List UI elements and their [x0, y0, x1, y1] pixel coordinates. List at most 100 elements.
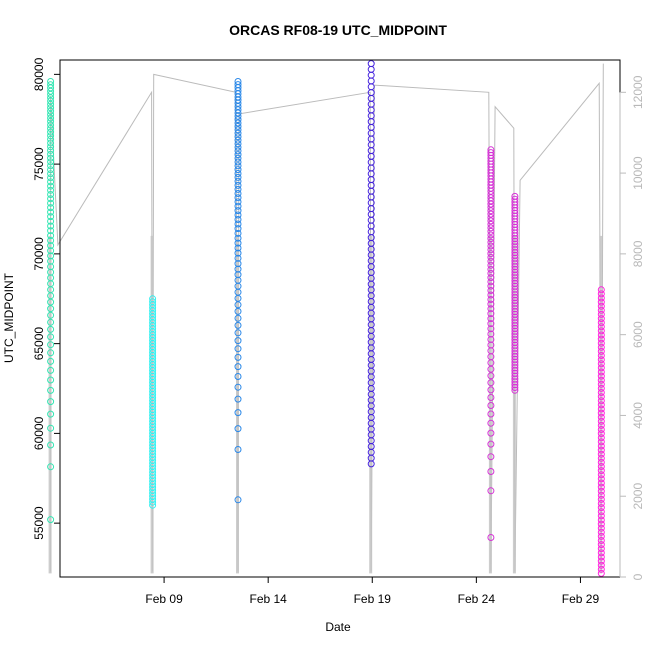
- data-point-rf08-38: [47, 195, 55, 203]
- data-point-rf08-50: [47, 146, 55, 154]
- data-point-rf10-8: [234, 363, 242, 371]
- data-point-rf10-5: [234, 395, 242, 403]
- data-point-rf08-15: [47, 318, 55, 326]
- data-point-rf11-69: [367, 65, 375, 73]
- data-point-rf10-44: [234, 166, 242, 174]
- data-point-rf10-46: [234, 158, 242, 166]
- data-point-rf12-33: [487, 269, 495, 277]
- data-point-rf08-37: [47, 199, 55, 207]
- data-point-rf08-31: [47, 227, 55, 235]
- data-point-rf14-9: [597, 537, 605, 544]
- data-point-rf10-36: [234, 198, 242, 206]
- data-point-rf12-43: [487, 231, 495, 239]
- data-point-rf11-61: [367, 112, 375, 120]
- data-point-rf14-36: [597, 426, 605, 433]
- data-point-rf08-40: [47, 186, 55, 194]
- data-point-rf14-31: [597, 446, 605, 454]
- data-point-rf12-4: [487, 453, 495, 461]
- data-point-rf08-47: [47, 158, 55, 166]
- data-point-rf08-32: [47, 222, 55, 230]
- data-point-rf10-37: [234, 194, 242, 202]
- data-point-rf12-8: [487, 410, 495, 418]
- data-point-rf10-35: [234, 202, 242, 210]
- data-point-rf08-56: [47, 125, 55, 132]
- data-point-rf08-33: [47, 217, 55, 225]
- y2-tick-label-4: 6000: [631, 321, 645, 348]
- data-point-rf14-30: [597, 450, 605, 458]
- data-point-rf12-48: [487, 214, 495, 221]
- data-point-rf11-54: [367, 152, 375, 160]
- data-point-rf12-22: [487, 320, 495, 328]
- data-point-rf11-55: [367, 147, 375, 155]
- data-point-rf08-30: [47, 232, 55, 240]
- data-point-rf12-30: [487, 282, 495, 290]
- data-point-rf14-5: [597, 553, 605, 561]
- data-point-rf08-11: [47, 349, 55, 357]
- data-point-rf11-68: [367, 71, 375, 79]
- data-point-rf14-55: [597, 347, 605, 355]
- data-point-rf10-4: [234, 409, 242, 417]
- y2-tick-label-7: 12000: [631, 75, 645, 109]
- data-point-rf10-2: [234, 446, 242, 453]
- data-point-rf10-56: [234, 122, 242, 130]
- data-point-rf11-59: [367, 123, 375, 131]
- data-point-rf14-57: [597, 339, 605, 347]
- y-tick-label-6: 80000: [32, 57, 46, 91]
- data-point-rf08-9: [47, 366, 55, 374]
- secondary-band-4: [369, 235, 373, 574]
- data-point-rf08-10: [47, 357, 55, 365]
- data-point-rf08-58: [47, 117, 55, 125]
- data-point-rf12-35: [487, 261, 495, 269]
- data-point-rf12-41: [487, 238, 495, 246]
- data-point-rf10-55: [234, 126, 242, 134]
- data-point-rf10-54: [234, 129, 242, 137]
- data-point-rf14-18: [597, 500, 605, 507]
- data-point-rf14-39: [597, 413, 605, 421]
- data-point-rf12-31: [487, 278, 495, 286]
- data-point-rf10-47: [234, 154, 242, 162]
- data-point-rf14-11: [597, 528, 605, 536]
- x-axis-label: Date: [325, 620, 351, 634]
- data-point-rf14-64: [597, 310, 605, 318]
- data-point-rf10-69: [234, 81, 242, 89]
- y-axis-label: UTC_MIDPOINT: [2, 272, 16, 363]
- data-point-rf08-51: [47, 143, 55, 151]
- data-point-rf10-50: [234, 143, 242, 151]
- data-point-rf14-34: [597, 434, 605, 442]
- secondary-band-6: [512, 235, 516, 574]
- data-point-rf12-29: [487, 287, 495, 294]
- data-point-rf08-4: [47, 424, 55, 432]
- data-point-rf14-59: [597, 331, 605, 339]
- data-point-rf14-14: [597, 516, 605, 524]
- data-point-rf12-25: [487, 305, 495, 313]
- data-point-rf08-36: [47, 204, 55, 212]
- data-point-rf10-12: [234, 329, 242, 337]
- data-point-rf10-70: [234, 78, 242, 85]
- data-point-rf14-22: [597, 483, 605, 491]
- data-point-rf12-47: [487, 217, 495, 225]
- data-point-rf08-55: [47, 128, 55, 136]
- data-point-rf08-26: [47, 252, 55, 260]
- data-point-rf14-40: [597, 409, 605, 417]
- data-point-rf14-60: [597, 327, 605, 335]
- data-point-rf14-53: [597, 356, 605, 364]
- data-point-rf08-27: [47, 247, 55, 255]
- data-point-rf10-52: [234, 136, 242, 144]
- secondary-line: [50, 63, 604, 572]
- data-point-rf14-20: [597, 491, 605, 499]
- data-point-rf10-25: [234, 249, 242, 257]
- data-point-rf12-26: [487, 300, 495, 308]
- data-point-rf12-42: [487, 235, 495, 243]
- y-tick-label-5: 75000: [32, 147, 46, 181]
- data-point-rf08-53: [47, 135, 55, 143]
- data-point-rf14-12: [597, 524, 605, 532]
- data-point-rf08-54: [47, 132, 55, 140]
- data-point-rf14-3: [597, 561, 605, 569]
- data-point-rf12-23: [487, 315, 495, 323]
- data-point-rf10-58: [234, 116, 242, 124]
- data-point-rf08-46: [47, 162, 55, 170]
- data-point-rf14-1: [597, 569, 605, 577]
- data-point-rf10-1: [234, 496, 242, 504]
- data-point-rf12-34: [487, 265, 495, 273]
- y-tick-label-2: 60000: [32, 416, 46, 450]
